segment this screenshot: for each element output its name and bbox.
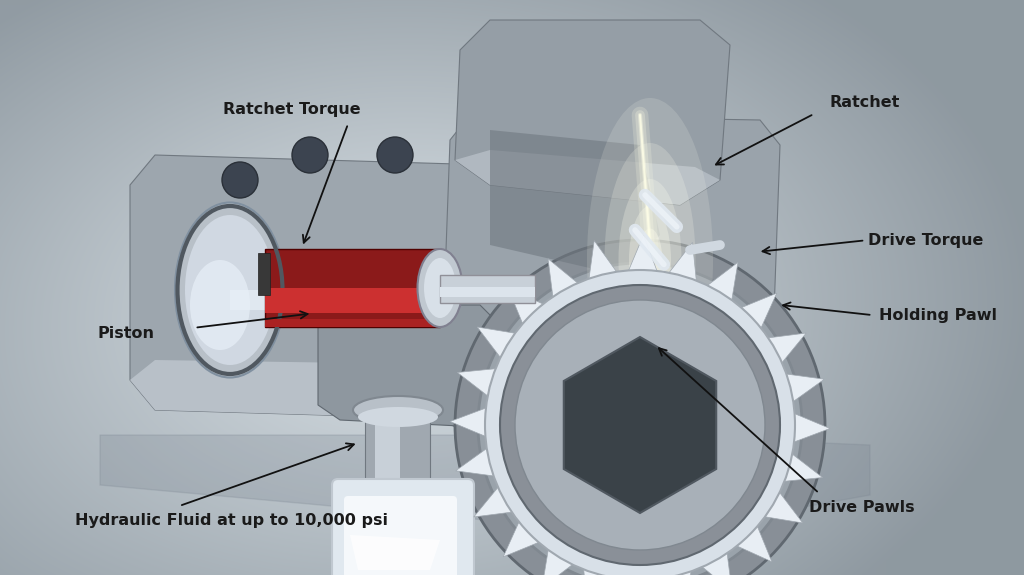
Polygon shape <box>765 492 803 523</box>
Circle shape <box>377 137 413 173</box>
Polygon shape <box>629 235 657 271</box>
Circle shape <box>222 162 258 198</box>
FancyBboxPatch shape <box>332 479 474 575</box>
Polygon shape <box>741 293 777 328</box>
Ellipse shape <box>190 260 250 350</box>
Polygon shape <box>664 572 691 575</box>
Polygon shape <box>542 550 572 575</box>
Polygon shape <box>589 240 616 279</box>
Circle shape <box>515 300 765 550</box>
Circle shape <box>612 337 648 373</box>
Polygon shape <box>440 115 780 450</box>
Bar <box>365 410 430 495</box>
Circle shape <box>580 370 600 390</box>
Polygon shape <box>130 360 510 420</box>
Polygon shape <box>455 20 730 205</box>
Ellipse shape <box>618 179 682 341</box>
Bar <box>440 275 535 303</box>
Polygon shape <box>350 535 440 570</box>
Text: Ratchet: Ratchet <box>829 95 900 110</box>
Circle shape <box>572 397 608 433</box>
Polygon shape <box>477 327 515 358</box>
Text: Piston: Piston <box>97 326 155 341</box>
Polygon shape <box>737 526 772 562</box>
Polygon shape <box>564 337 716 513</box>
Ellipse shape <box>175 202 285 378</box>
Polygon shape <box>456 448 494 476</box>
Polygon shape <box>584 569 611 575</box>
Ellipse shape <box>185 215 275 365</box>
Ellipse shape <box>424 258 456 318</box>
Polygon shape <box>784 454 822 481</box>
FancyBboxPatch shape <box>344 496 457 575</box>
Text: Holding Pawl: Holding Pawl <box>879 308 996 323</box>
Text: Drive Torque: Drive Torque <box>868 233 984 248</box>
Polygon shape <box>455 150 720 205</box>
Polygon shape <box>548 259 578 297</box>
Bar <box>230 260 430 320</box>
Bar <box>265 288 440 313</box>
Bar <box>230 290 430 310</box>
Bar <box>375 420 400 485</box>
Polygon shape <box>474 487 512 517</box>
Ellipse shape <box>587 98 713 422</box>
Bar <box>265 249 440 327</box>
Bar <box>258 253 270 295</box>
Bar <box>265 319 440 327</box>
Bar <box>440 287 535 297</box>
Polygon shape <box>130 155 510 420</box>
Ellipse shape <box>629 206 671 314</box>
Circle shape <box>675 373 695 393</box>
Polygon shape <box>702 553 732 575</box>
Polygon shape <box>708 262 738 300</box>
Polygon shape <box>490 130 660 275</box>
Circle shape <box>500 285 780 565</box>
Polygon shape <box>440 403 770 450</box>
Polygon shape <box>458 369 496 396</box>
Polygon shape <box>100 435 870 535</box>
Circle shape <box>478 263 802 575</box>
Polygon shape <box>508 288 543 324</box>
Ellipse shape <box>358 407 438 427</box>
Polygon shape <box>450 408 486 436</box>
Polygon shape <box>318 305 500 427</box>
Circle shape <box>292 137 328 173</box>
Ellipse shape <box>638 228 663 292</box>
Polygon shape <box>794 413 830 442</box>
Ellipse shape <box>604 143 695 377</box>
Ellipse shape <box>353 396 443 424</box>
Text: Ratchet Torque: Ratchet Torque <box>223 102 360 117</box>
Circle shape <box>485 270 795 575</box>
Polygon shape <box>669 243 696 281</box>
Text: Drive Pawls: Drive Pawls <box>809 500 914 515</box>
Text: Hydraulic Fluid at up to 10,000 psi: Hydraulic Fluid at up to 10,000 psi <box>75 513 388 528</box>
Circle shape <box>662 392 698 428</box>
Polygon shape <box>503 522 539 557</box>
Ellipse shape <box>418 249 463 327</box>
Polygon shape <box>768 333 806 363</box>
Polygon shape <box>786 374 824 401</box>
Circle shape <box>455 240 825 575</box>
